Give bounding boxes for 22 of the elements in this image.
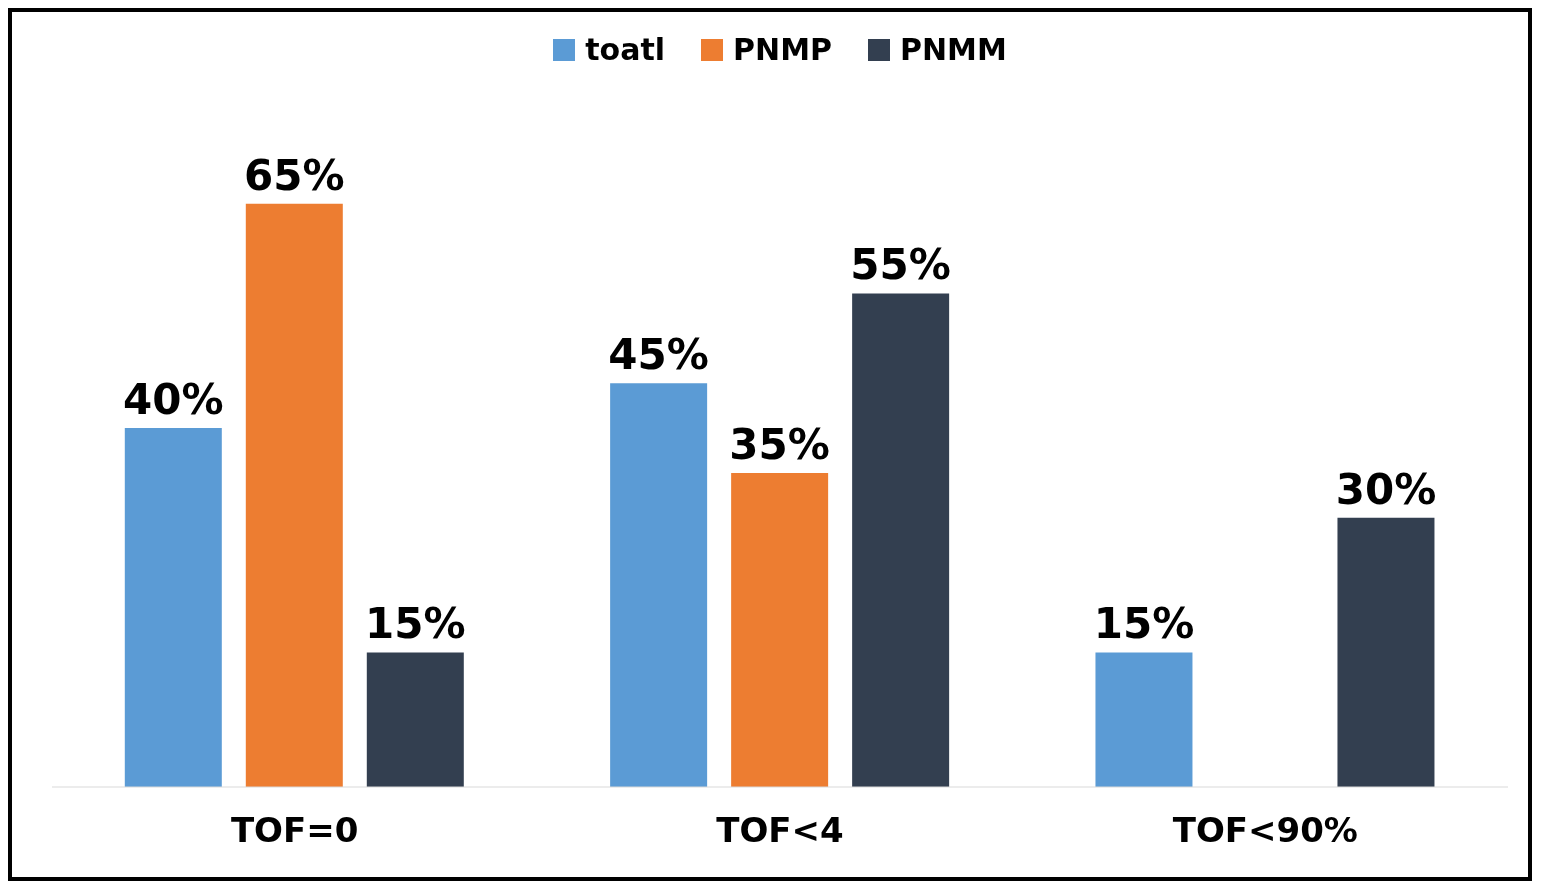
bar bbox=[610, 383, 708, 787]
x-tick-label: TOF=0 bbox=[230, 810, 359, 851]
bar bbox=[1095, 652, 1193, 787]
data-label: 40% bbox=[123, 375, 224, 425]
bar bbox=[731, 472, 829, 787]
legend-label: PNMM bbox=[899, 32, 1007, 67]
data-label: 35% bbox=[729, 419, 830, 469]
data-label: 30% bbox=[1335, 464, 1437, 514]
legend-label: toatl bbox=[585, 32, 666, 67]
bar bbox=[366, 652, 464, 787]
data-label: 15% bbox=[1093, 599, 1195, 649]
bar bbox=[245, 203, 343, 787]
x-tick-label: TOF<90% bbox=[1172, 810, 1358, 851]
data-label: 55% bbox=[850, 240, 951, 290]
legend-label: PNMP bbox=[733, 32, 832, 67]
bar bbox=[1337, 517, 1435, 787]
data-label: 15% bbox=[365, 599, 466, 649]
data-label: 45% bbox=[608, 330, 709, 380]
x-tick-label: TOF<4 bbox=[716, 810, 844, 851]
bar bbox=[124, 428, 222, 787]
data-label: 65% bbox=[244, 150, 345, 200]
bar bbox=[852, 293, 950, 787]
